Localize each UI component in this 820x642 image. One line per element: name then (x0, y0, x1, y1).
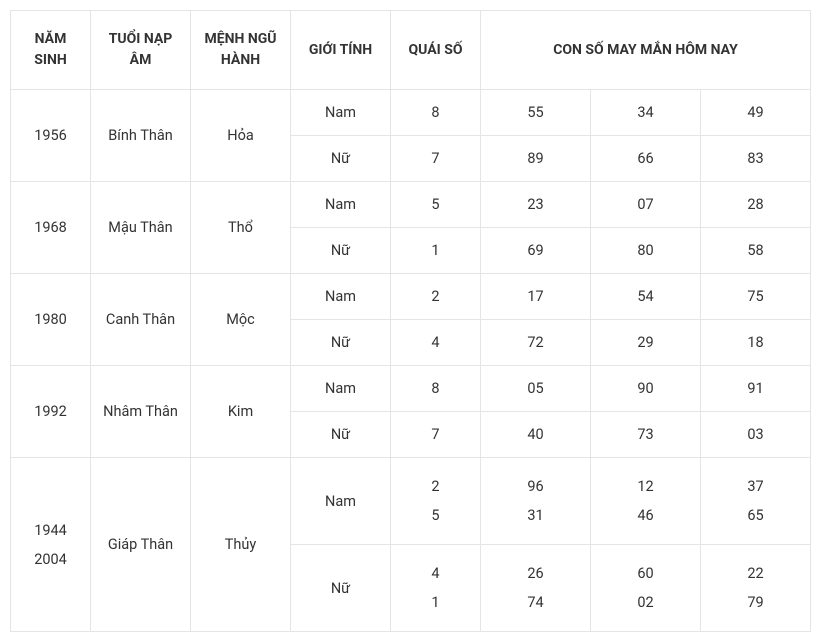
cell-age: Nhâm Thân (91, 366, 191, 458)
cell-year: 1956 (11, 90, 91, 182)
header-lucky: CON SỐ MAY MẮN HÔM NAY (481, 11, 811, 90)
cell-kua: 4 (391, 320, 481, 366)
cell-lucky-2: 1246 (591, 458, 701, 545)
cell-lucky-3: 3765 (701, 458, 811, 545)
cell-age: Bính Thân (91, 90, 191, 182)
cell-lucky-2: 80 (591, 228, 701, 274)
header-element: MỆNH NGŨ HÀNH (191, 11, 291, 90)
table-body: 1956Bính ThânHỏaNam8553449Nữ78966831968M… (11, 90, 811, 632)
lucky-numbers-table: NĂM SINH TUỔI NẠP ÂM MỆNH NGŨ HÀNH GIỚI … (10, 10, 811, 632)
cell-kua: 25 (391, 458, 481, 545)
cell-lucky-3: 18 (701, 320, 811, 366)
cell-gender: Nam (291, 182, 391, 228)
cell-lucky-3: 49 (701, 90, 811, 136)
cell-lucky-1: 17 (481, 274, 591, 320)
cell-kua: 8 (391, 366, 481, 412)
cell-kua: 1 (391, 228, 481, 274)
cell-lucky-3: 58 (701, 228, 811, 274)
table-row: 1980Canh ThânMộcNam2175475 (11, 274, 811, 320)
cell-kua: 2 (391, 274, 481, 320)
cell-lucky-1: 23 (481, 182, 591, 228)
cell-year: 19442004 (11, 458, 91, 632)
cell-lucky-3: 91 (701, 366, 811, 412)
cell-kua: 8 (391, 90, 481, 136)
header-gender: GIỚI TÍNH (291, 11, 391, 90)
cell-gender: Nữ (291, 228, 391, 274)
cell-lucky-1: 55 (481, 90, 591, 136)
cell-lucky-1: 2674 (481, 545, 591, 632)
cell-kua: 7 (391, 412, 481, 458)
cell-lucky-1: 89 (481, 136, 591, 182)
header-kua: QUÁI SỐ (391, 11, 481, 90)
cell-kua: 7 (391, 136, 481, 182)
cell-kua: 41 (391, 545, 481, 632)
cell-element: Hỏa (191, 90, 291, 182)
cell-gender: Nam (291, 90, 391, 136)
cell-lucky-3: 75 (701, 274, 811, 320)
cell-lucky-2: 29 (591, 320, 701, 366)
cell-lucky-3: 28 (701, 182, 811, 228)
cell-element: Thổ (191, 182, 291, 274)
cell-year: 1980 (11, 274, 91, 366)
cell-lucky-2: 6002 (591, 545, 701, 632)
cell-kua: 5 (391, 182, 481, 228)
cell-gender: Nữ (291, 136, 391, 182)
cell-lucky-1: 9631 (481, 458, 591, 545)
cell-gender: Nam (291, 274, 391, 320)
cell-lucky-2: 90 (591, 366, 701, 412)
table-row: 1956Bính ThânHỏaNam8553449 (11, 90, 811, 136)
cell-lucky-1: 40 (481, 412, 591, 458)
cell-element: Kim (191, 366, 291, 458)
header-year: NĂM SINH (11, 11, 91, 90)
cell-gender: Nữ (291, 545, 391, 632)
cell-gender: Nam (291, 458, 391, 545)
cell-lucky-2: 73 (591, 412, 701, 458)
cell-gender: Nữ (291, 412, 391, 458)
cell-lucky-2: 34 (591, 90, 701, 136)
cell-age: Mậu Thân (91, 182, 191, 274)
cell-year: 1992 (11, 366, 91, 458)
cell-lucky-2: 66 (591, 136, 701, 182)
cell-lucky-1: 69 (481, 228, 591, 274)
table-row: 19442004Giáp ThânThủyNam25963112463765 (11, 458, 811, 545)
table-header: NĂM SINH TUỔI NẠP ÂM MỆNH NGŨ HÀNH GIỚI … (11, 11, 811, 90)
header-age: TUỔI NẠP ÂM (91, 11, 191, 90)
cell-age: Canh Thân (91, 274, 191, 366)
cell-lucky-1: 72 (481, 320, 591, 366)
cell-lucky-3: 2279 (701, 545, 811, 632)
cell-element: Mộc (191, 274, 291, 366)
table-row: 1968Mậu ThânThổNam5230728 (11, 182, 811, 228)
cell-lucky-3: 03 (701, 412, 811, 458)
cell-lucky-2: 07 (591, 182, 701, 228)
table-row: 1992Nhâm ThânKimNam8059091 (11, 366, 811, 412)
cell-element: Thủy (191, 458, 291, 632)
cell-gender: Nam (291, 366, 391, 412)
cell-lucky-2: 54 (591, 274, 701, 320)
cell-lucky-1: 05 (481, 366, 591, 412)
cell-lucky-3: 83 (701, 136, 811, 182)
cell-year: 1968 (11, 182, 91, 274)
cell-gender: Nữ (291, 320, 391, 366)
cell-age: Giáp Thân (91, 458, 191, 632)
